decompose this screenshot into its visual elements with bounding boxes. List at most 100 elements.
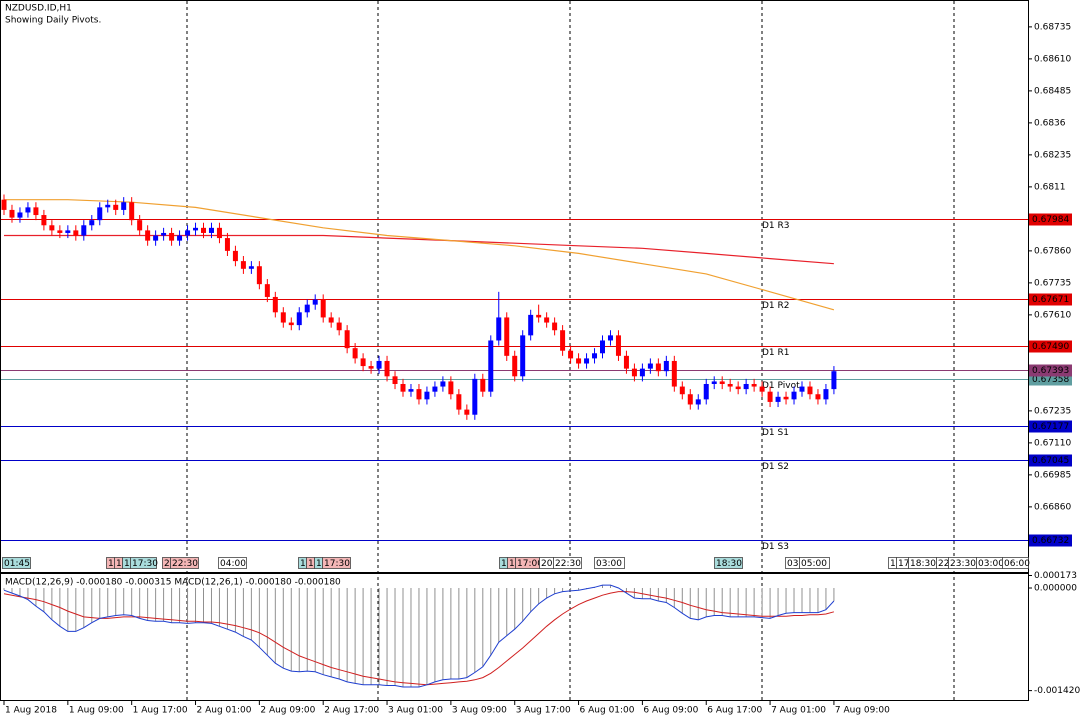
event-label: 17:30 xyxy=(324,559,350,569)
event-box xyxy=(130,557,157,569)
candle-body xyxy=(719,381,725,384)
candle-body xyxy=(655,363,661,372)
chart-title: NZDUSD.ID,H1 xyxy=(5,4,72,14)
candle-body xyxy=(145,230,151,241)
candle-body xyxy=(272,296,278,313)
y-tick-label: 0.68735 xyxy=(1034,22,1071,32)
candle-body xyxy=(576,358,582,364)
event-label: 1 xyxy=(116,559,122,569)
candle-body xyxy=(352,348,358,359)
candle-body xyxy=(41,215,47,226)
candle-body xyxy=(504,317,510,356)
macd-signal-line xyxy=(3,591,835,686)
candle-body xyxy=(153,235,159,241)
event-label: 05:00 xyxy=(801,559,827,569)
event-box xyxy=(322,557,351,569)
price-box xyxy=(1029,454,1072,467)
candle-body xyxy=(256,266,262,285)
event-label: 03: xyxy=(787,559,801,569)
candle-body xyxy=(520,335,526,377)
candle-body xyxy=(185,230,191,236)
candle-body xyxy=(536,314,542,318)
event-label: 1 xyxy=(124,559,130,569)
candle-body xyxy=(296,312,302,326)
event-label: 17 xyxy=(898,559,909,569)
y-tick-label: 0.68610 xyxy=(1034,54,1071,64)
candle-body xyxy=(129,202,135,221)
candle-body xyxy=(831,371,837,390)
candle-body xyxy=(472,378,478,415)
pivot-name: D1 Pivot xyxy=(762,381,800,391)
pivot-name: D1 R1 xyxy=(762,348,790,358)
candle-body xyxy=(671,360,677,387)
price-box-label: 0.67177 xyxy=(1032,422,1069,432)
candle-body xyxy=(216,227,222,239)
x-tick-label: 1 Aug 09:00 xyxy=(69,706,124,716)
candle-body xyxy=(600,340,605,354)
event-label: 03:00 xyxy=(596,559,622,569)
event-label: 1 xyxy=(509,559,515,569)
candle-body xyxy=(480,378,486,392)
event-label: 03:00 xyxy=(978,559,1004,569)
candle-body xyxy=(49,225,55,231)
candle-body xyxy=(735,386,741,390)
candle-body xyxy=(248,266,254,269)
x-tick-label: 3 Aug 01:00 xyxy=(388,706,443,716)
moving-average xyxy=(4,199,835,311)
candle-body xyxy=(169,232,175,241)
event-label: 1 xyxy=(501,559,507,569)
event-box xyxy=(594,557,625,569)
candle-body xyxy=(512,355,518,377)
candle-body xyxy=(33,207,39,216)
candle-body xyxy=(432,386,438,392)
candle-body xyxy=(121,202,127,210)
event-box xyxy=(170,557,199,569)
candle-body xyxy=(376,360,382,369)
event-label: 17:00 xyxy=(517,559,543,569)
candle-body xyxy=(448,381,454,395)
macd-y-tick-label: -0.001420 xyxy=(1034,686,1080,696)
event-box xyxy=(2,557,31,569)
price-box-label: 0.66732 xyxy=(1032,536,1069,546)
candle-body xyxy=(799,386,805,392)
y-tick-label: 0.66985 xyxy=(1034,470,1071,480)
y-tick-label: 0.67610 xyxy=(1034,310,1071,320)
x-tick-label: 2 Aug 09:00 xyxy=(260,706,315,716)
event-box xyxy=(799,557,830,569)
x-tick-label: 3 Aug 17:00 xyxy=(516,706,571,716)
candle-body xyxy=(607,335,613,341)
candle-body xyxy=(17,212,23,218)
event-label: 18:30 xyxy=(910,559,936,569)
candle-body xyxy=(528,314,534,336)
x-tick-label: 1 Aug 2018 xyxy=(5,706,57,716)
candle-body xyxy=(280,312,286,323)
candle-body xyxy=(631,368,637,377)
candle-body xyxy=(193,227,199,231)
candle-body xyxy=(464,409,470,415)
y-tick-label: 0.68485 xyxy=(1034,86,1071,96)
candle-body xyxy=(711,381,717,384)
macd-panel-frame xyxy=(0,573,1029,701)
event-label: 22 xyxy=(938,559,949,569)
candle-body xyxy=(623,355,629,369)
candle-body xyxy=(639,368,645,377)
candle-body xyxy=(408,389,414,392)
event-label: 1 xyxy=(308,559,314,569)
candle-body xyxy=(264,284,270,297)
candle-body xyxy=(208,227,214,233)
chart-subtitle: Showing Daily Pivots. xyxy=(5,16,101,26)
candle-body xyxy=(97,207,103,221)
event-label: 18:30 xyxy=(716,559,742,569)
candle-body xyxy=(815,394,821,400)
candle-body xyxy=(743,383,749,390)
candle-body xyxy=(703,383,709,400)
bid-label: 0.67393 xyxy=(1032,366,1069,376)
pivot-name: D1 R2 xyxy=(762,301,790,311)
candle-body xyxy=(568,350,574,359)
event-label: 1 xyxy=(108,559,114,569)
event-label: 06:00 xyxy=(1004,559,1030,569)
candle-body xyxy=(392,376,398,384)
price-box xyxy=(1029,340,1072,353)
candle-body xyxy=(544,317,550,323)
candle-body xyxy=(232,250,238,262)
